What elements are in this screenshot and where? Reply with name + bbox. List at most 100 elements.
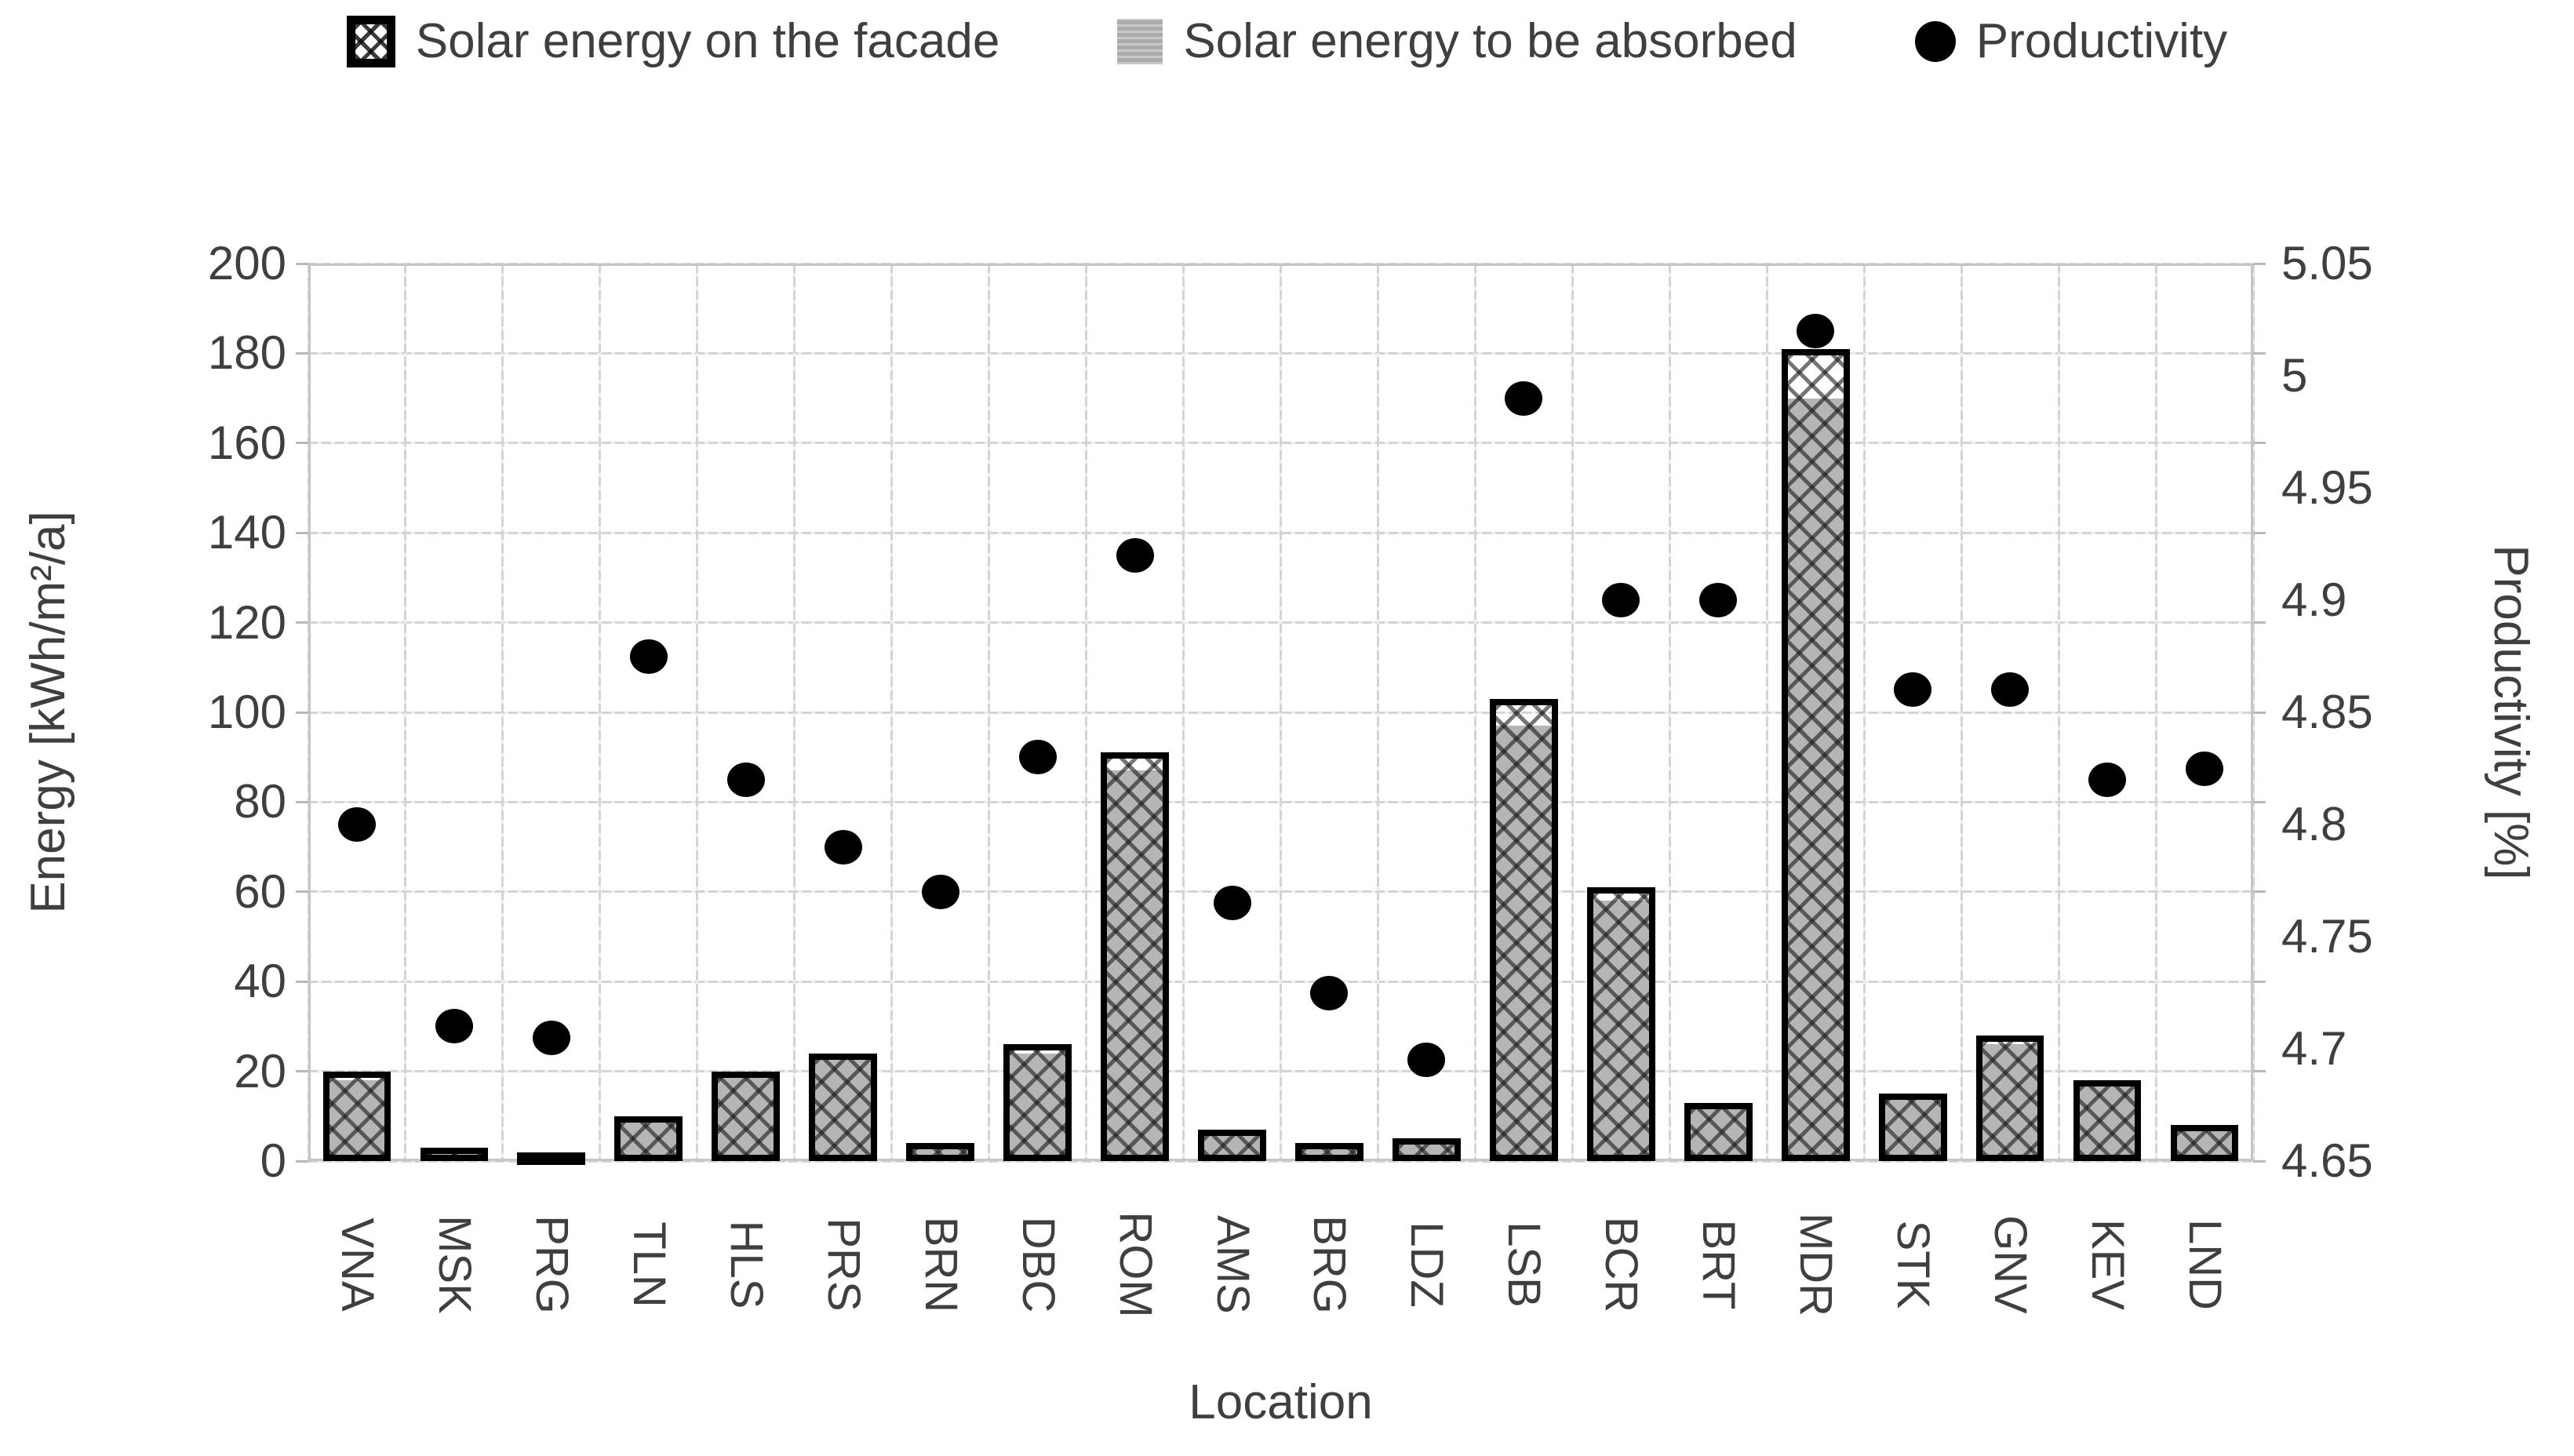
bar-facade-STK — [1878, 1094, 1947, 1161]
x-axis-tick-label: DBC — [1012, 1216, 1064, 1313]
productivity-dot-MDR — [1797, 313, 1835, 348]
productivity-dot-PRS — [824, 829, 862, 864]
right-axis-tick-label: 4.75 — [2281, 910, 2373, 963]
productivity-dot-AMS — [1213, 886, 1251, 921]
bar-facade-BRN — [906, 1143, 975, 1161]
productivity-dot-KEV — [2088, 762, 2127, 797]
gray-swatch-icon — [1117, 19, 1163, 64]
right-axis-tick-label: 4.8 — [2281, 798, 2347, 850]
bar-facade-MSK — [420, 1147, 489, 1161]
gridline-vertical — [1765, 264, 1768, 1161]
bar-facade-AMS — [1198, 1129, 1266, 1161]
bar-facade-MDR — [1781, 348, 1850, 1161]
productivity-dot-BRT — [1699, 583, 1738, 617]
left-axis-tick-label: 40 — [234, 955, 286, 1008]
productivity-dot-LND — [2186, 751, 2224, 786]
bar-facade-LND — [2170, 1125, 2239, 1161]
legend: Solar energy on the facade Solar energy … — [0, 6, 2574, 77]
bar-facade-HLS — [712, 1071, 781, 1161]
right-axis-tick-mark — [2253, 711, 2266, 714]
left-axis-tick-label: 0 — [260, 1134, 286, 1187]
left-axis-tick-label: 200 — [207, 237, 286, 289]
right-axis-tick-mark — [2253, 531, 2266, 534]
bar-facade-PRG — [517, 1152, 586, 1165]
crosshatch-swatch-icon — [346, 16, 395, 67]
left-axis-tick-label: 140 — [207, 506, 286, 559]
plot-top-edge — [308, 264, 2253, 266]
right-axis-tick-label: 4.65 — [2281, 1134, 2373, 1187]
right-axis-tick-mark — [2253, 890, 2266, 894]
bar-facade-KEV — [2073, 1080, 2142, 1161]
x-axis-tick-label: STK — [1888, 1220, 1939, 1309]
left-axis-tick-mark — [296, 262, 308, 265]
x-axis-title: Location — [1189, 1375, 1373, 1429]
left-axis-tick-mark — [296, 531, 308, 534]
left-axis-tick-mark — [296, 1070, 308, 1073]
x-axis-tick-label: LSB — [1498, 1221, 1550, 1308]
right-axis-tick-mark — [2253, 351, 2266, 355]
productivity-dot-BRG — [1310, 975, 1349, 1010]
right-axis-tick-label: 4.85 — [2281, 686, 2373, 738]
gridline-vertical — [2057, 264, 2060, 1161]
right-axis-tick-mark — [2253, 262, 2266, 265]
left-axis-tick-label: 60 — [234, 864, 286, 918]
gridline-vertical — [1376, 264, 1379, 1161]
gridline-vertical — [1571, 264, 1574, 1161]
x-axis-tick-label: BRG — [1304, 1215, 1356, 1314]
productivity-dot-STK — [1894, 672, 1932, 708]
x-axis-tick-label: KEV — [2082, 1218, 2134, 1311]
bar-facade-LSB — [1489, 698, 1558, 1161]
right-axis-tick-label: 5.05 — [2281, 237, 2373, 289]
right-axis-tick-mark — [2253, 621, 2266, 624]
x-axis-tick-label: BCR — [1596, 1216, 1647, 1313]
gridline-vertical — [404, 264, 407, 1161]
left-axis-tick-mark — [296, 800, 308, 803]
bar-facade-PRS — [809, 1053, 878, 1161]
productivity-dot-ROM — [1116, 537, 1154, 573]
productivity-dot-HLS — [726, 762, 765, 797]
x-axis-tick-label: ROM — [1109, 1211, 1161, 1318]
productivity-dot-GNV — [1991, 672, 2030, 708]
productivity-dot-LDZ — [1407, 1043, 1446, 1078]
gridline-vertical — [890, 264, 894, 1161]
black-dot-icon — [1914, 21, 1956, 62]
plot-area — [307, 262, 2255, 1165]
right-axis-tick-mark — [2253, 1070, 2266, 1073]
gridline-vertical — [2154, 264, 2157, 1161]
right-axis-tick-mark — [2253, 1159, 2266, 1163]
gridline-vertical — [793, 264, 796, 1161]
legend-item-productivity: Productivity — [1914, 14, 2228, 68]
plot-right-edge — [2251, 264, 2253, 1161]
gridline-vertical — [599, 264, 602, 1161]
x-axis-tick-label: MSK — [428, 1215, 480, 1314]
bar-facade-TLN — [614, 1116, 683, 1161]
right-axis-tick-mark — [2253, 442, 2266, 445]
gridline-vertical — [1668, 264, 1671, 1161]
bar-facade-ROM — [1101, 752, 1169, 1161]
left-axis-tick-mark — [296, 890, 308, 894]
x-axis-tick-label: LDZ — [1401, 1221, 1453, 1308]
bar-facade-BCR — [1586, 887, 1655, 1161]
gridline-vertical — [1085, 264, 1088, 1161]
left-axis-tick-mark — [296, 351, 308, 355]
right-axis-tick-label: 4.95 — [2281, 461, 2373, 514]
x-axis-tick-label: BRN — [915, 1216, 967, 1313]
legend-label-productivity: Productivity — [1975, 14, 2228, 68]
left-axis-tick-mark — [296, 980, 308, 983]
left-axis-tick-label: 20 — [234, 1044, 286, 1097]
productivity-dot-TLN — [629, 639, 668, 674]
x-axis-tick-label: LND — [2179, 1218, 2231, 1311]
left-axis-tick-label: 80 — [234, 775, 286, 828]
x-axis-tick-label: VNA — [331, 1218, 383, 1312]
gridline-vertical — [1182, 264, 1185, 1161]
left-axis-tick-mark — [296, 621, 308, 624]
legend-item-absorbed: Solar energy to be absorbed — [1117, 17, 1797, 66]
x-axis-tick-label: PRS — [817, 1218, 869, 1312]
gridline-vertical — [1473, 264, 1476, 1161]
x-axis-tick-label: MDR — [1790, 1212, 1842, 1317]
left-axis-tick-label: 160 — [207, 416, 286, 469]
x-axis-tick-label: GNV — [1985, 1215, 2037, 1314]
left-axis-tick-label: 120 — [207, 595, 286, 649]
legend-item-facade: Solar energy on the facade — [346, 16, 999, 67]
plot-bottom-edge — [308, 1159, 2253, 1161]
